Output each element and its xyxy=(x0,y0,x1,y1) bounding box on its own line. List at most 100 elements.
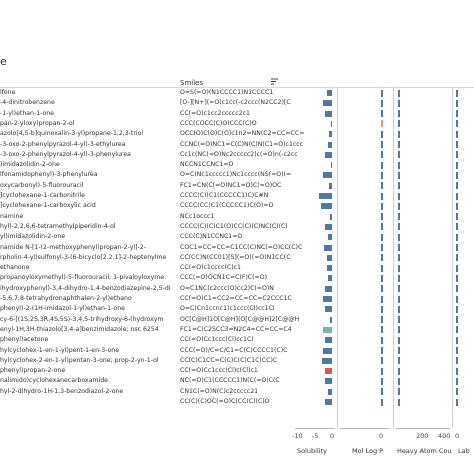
table-row[interactable]: nalimido)cyclohexanecarboxamide NC(=O)C1(… xyxy=(0,376,474,386)
compound-name-cell: ethanone xyxy=(0,264,30,272)
heavy-axis-line xyxy=(396,428,450,429)
lab-mark xyxy=(456,99,458,107)
solubility-bar xyxy=(325,223,332,230)
logp-mark xyxy=(381,347,383,354)
table-row[interactable]: -5,6,7,8-tetrahydronaphthalen-2-yl)ethan… xyxy=(0,294,474,304)
logp-mark xyxy=(381,254,383,262)
table-row[interactable]: -4-dinitrobenzene [O-][N+](=O)c1cc(-c2ccc… xyxy=(0,98,474,108)
logp-mark xyxy=(381,202,383,210)
logp-mark xyxy=(381,99,383,107)
compound-name-cell: ]cyclohexane-1-carboxylic acid xyxy=(0,202,96,210)
logp-mark xyxy=(381,110,383,118)
table-row[interactable]: phenyl)-2-(1H-imidazol-1-yl)ethan-1-one O… xyxy=(0,304,474,314)
lab-mark xyxy=(456,295,458,303)
solubility-bar xyxy=(326,265,332,272)
table-row[interactable]: lfonamidophenyl)-3-phenylurea O=C(Nc1cccc… xyxy=(0,170,474,180)
heavy-atom-mark xyxy=(398,192,400,200)
table-row[interactable]: ]cyclohexane-1-carbonitrile CCCC(C)(C1(CC… xyxy=(0,191,474,201)
table-row[interactable]: pan-2-yloxy)propan-2-ol CCC(COCC(C)O)CCC(… xyxy=(0,119,474,129)
heavy-atom-mark xyxy=(398,182,400,190)
table-row[interactable]: hyl-2-dihydro-1H-1,3-benzodiazol-2-one CN… xyxy=(0,387,474,397)
lab-mark xyxy=(456,326,458,334)
smiles-column-header[interactable]: Smiles xyxy=(180,79,204,87)
smiles-cell: COC1=CC=CC=C1CC(C)NC(=O)CC(C)C xyxy=(180,243,303,251)
compound-name-cell: propanoyloxymethyl)-5-fluorouracil; 1-pi… xyxy=(0,274,165,282)
heavy-atom-count-column-label[interactable]: Heavy Atom Cou xyxy=(397,447,452,455)
table-row[interactable]: namide N-[1-(2-methoxyphenyl)propan-2-yl… xyxy=(0,243,474,253)
heavy-atom-mark xyxy=(398,367,400,375)
lab-mark xyxy=(456,202,458,210)
page-title: e xyxy=(0,55,7,68)
heavy-atom-mark xyxy=(398,398,400,406)
heavy-atom-mark xyxy=(398,151,400,159)
table-row[interactable]: )imidazolidin-2-one NCCN1CCNC1=O xyxy=(0,160,474,170)
heavy-atom-mark xyxy=(398,357,400,365)
solubility-bar xyxy=(330,162,332,169)
logp-column-label[interactable]: Mol Log P xyxy=(352,447,384,455)
table-row[interactable]: CC(C)(C)OC(=O)C(CC(C)(C)O xyxy=(0,397,474,407)
solubility-bar xyxy=(321,203,332,210)
sort-icon[interactable] xyxy=(270,77,279,86)
table-row[interactable]: ]cyclohexane-1-carboxylic acid CCCC(CC)C1… xyxy=(0,201,474,211)
smiles-cell: O=C1NC(c2ccc(O)cc2)C(=O)N xyxy=(180,284,274,292)
lab-mark xyxy=(456,388,458,396)
compound-name-cell: namine xyxy=(0,212,24,220)
compound-name-cell: )imidazolidin-2-one xyxy=(0,161,60,169)
table-row[interactable]: ihydroxyphenyl)-3,4-dihydro-1,4-benzodia… xyxy=(0,284,474,294)
logp-mark xyxy=(381,120,383,128)
table-row[interactable]: cy-6-[(1S,2S,3R,4S,5S)-3,4,5-trihydroxy-… xyxy=(0,315,474,325)
smiles-cell: CCC(C)N1CCNC1=O xyxy=(180,233,243,241)
lab-mark xyxy=(456,264,458,272)
column-divider xyxy=(452,88,453,428)
table-row[interactable]: namine NCc1occc1 xyxy=(0,212,474,222)
heavy-atom-mark xyxy=(398,99,400,107)
compound-name-cell: yl)imidazolidin-2-one xyxy=(0,233,66,241)
logp-mark xyxy=(381,357,383,365)
table-row[interactable]: yl)imidazolidin-2-one CCC(C)N1CCNC1=O xyxy=(0,232,474,242)
smiles-cell: OCC(O)C(O)C(O)c1n2=NN(C2=CC=CC=C xyxy=(180,130,304,138)
heavy-atom-mark xyxy=(398,254,400,262)
lab-tick-label: 0 xyxy=(455,432,460,440)
logp-mark xyxy=(381,285,383,293)
compound-name-cell: rpholin-4-yl)sulfonyl-3-(6-bicyclo[2.2.1… xyxy=(0,253,167,261)
logp-mark xyxy=(381,264,383,272)
table-row[interactable]: oxycarbonyl)-5-fluorouracil FC1=CN(C(=O)N… xyxy=(0,181,474,191)
lab-mark xyxy=(456,151,458,159)
compound-name-cell: phenyl)propan-2-one xyxy=(0,367,66,375)
compound-name-cell: hyl)-2,2,6,6-tetramethylpiperidin-4-ol xyxy=(0,222,116,230)
solubility-bar xyxy=(325,306,332,313)
table-row[interactable]: ethanone CC(=O)c1cccc(C)c1 xyxy=(0,263,474,273)
table-row[interactable]: propanoyloxymethyl)-5-fluorouracil; 1-pi… xyxy=(0,273,474,283)
table-row[interactable]: hylcyclohex-1-en-1-yl)pent-1-en-3-one CCC… xyxy=(0,346,474,356)
table-row[interactable]: hylcyclohex-2-en-1-yl)pentan-3-one; prop… xyxy=(0,356,474,366)
table-row[interactable]: azolo[4,5-b]quinoxalin-3-yl)propane-1,2,… xyxy=(0,129,474,139)
table-row[interactable]: -3-oxo-2-phenylpyrazol-4-yl)-3-ethylurea… xyxy=(0,140,474,150)
solubility-bar xyxy=(325,110,332,117)
lab-mark xyxy=(456,336,458,344)
smiles-cell: CC(=O)Cc1ccc(Cl)c(Cl)c1 xyxy=(180,367,258,375)
table-row[interactable]: phenyl)propan-2-one CC(=O)Cc1ccc(Cl)c(Cl)… xyxy=(0,366,474,376)
heavy-atom-mark xyxy=(398,171,400,179)
logp-mark xyxy=(381,130,383,138)
lab-column-label[interactable]: Lab xyxy=(458,447,470,455)
heavy-atom-mark xyxy=(398,264,400,272)
compound-name-cell: ihydroxyphenyl)-3,4-dihydro-1,4-benzodia… xyxy=(0,284,171,292)
smiles-cell: FC1=C(C2SCC3=N2C4=CC=CC=C4 xyxy=(180,325,292,333)
heavy-atom-mark xyxy=(398,120,400,128)
solubility-bar xyxy=(327,234,332,241)
table-row[interactable]: enyl-1H,3H-thiazolo[3,4-a]benzimidazole;… xyxy=(0,325,474,335)
table-row[interactable]: -1-yl)ethan-1-one CC(=O)c1cc2ccccc2c1 xyxy=(0,109,474,119)
solubility-bar xyxy=(326,90,332,96)
solubility-tick-label: -5 xyxy=(312,432,319,440)
table-row[interactable]: -3-oxo-2-phenylpyrazol-4-yl)-3-phenylure… xyxy=(0,150,474,160)
table-row[interactable]: phenyl)acetone CC(=O)Cc1ccc(Cl)cc1Cl xyxy=(0,335,474,345)
logp-mark xyxy=(381,316,383,324)
table-row[interactable]: lfone O=S(=O)(N1CCCC1)N1CCCC1 xyxy=(0,88,474,98)
smiles-cell: [O-][N+](=O)c1cc(-c2ccc(N2CC2)[C xyxy=(180,99,291,107)
table-row[interactable]: rpholin-4-yl)sulfonyl-3-(6-bicyclo[2.2.1… xyxy=(0,253,474,263)
lab-mark xyxy=(456,213,458,221)
solubility-bar xyxy=(323,100,332,107)
solubility-column-label[interactable]: Solubility xyxy=(297,447,327,455)
table-row[interactable]: hyl)-2,2,6,6-tetramethylpiperidin-4-ol CC… xyxy=(0,222,474,232)
smiles-cell: CC(=O)c1cccc(C)c1 xyxy=(180,264,241,272)
